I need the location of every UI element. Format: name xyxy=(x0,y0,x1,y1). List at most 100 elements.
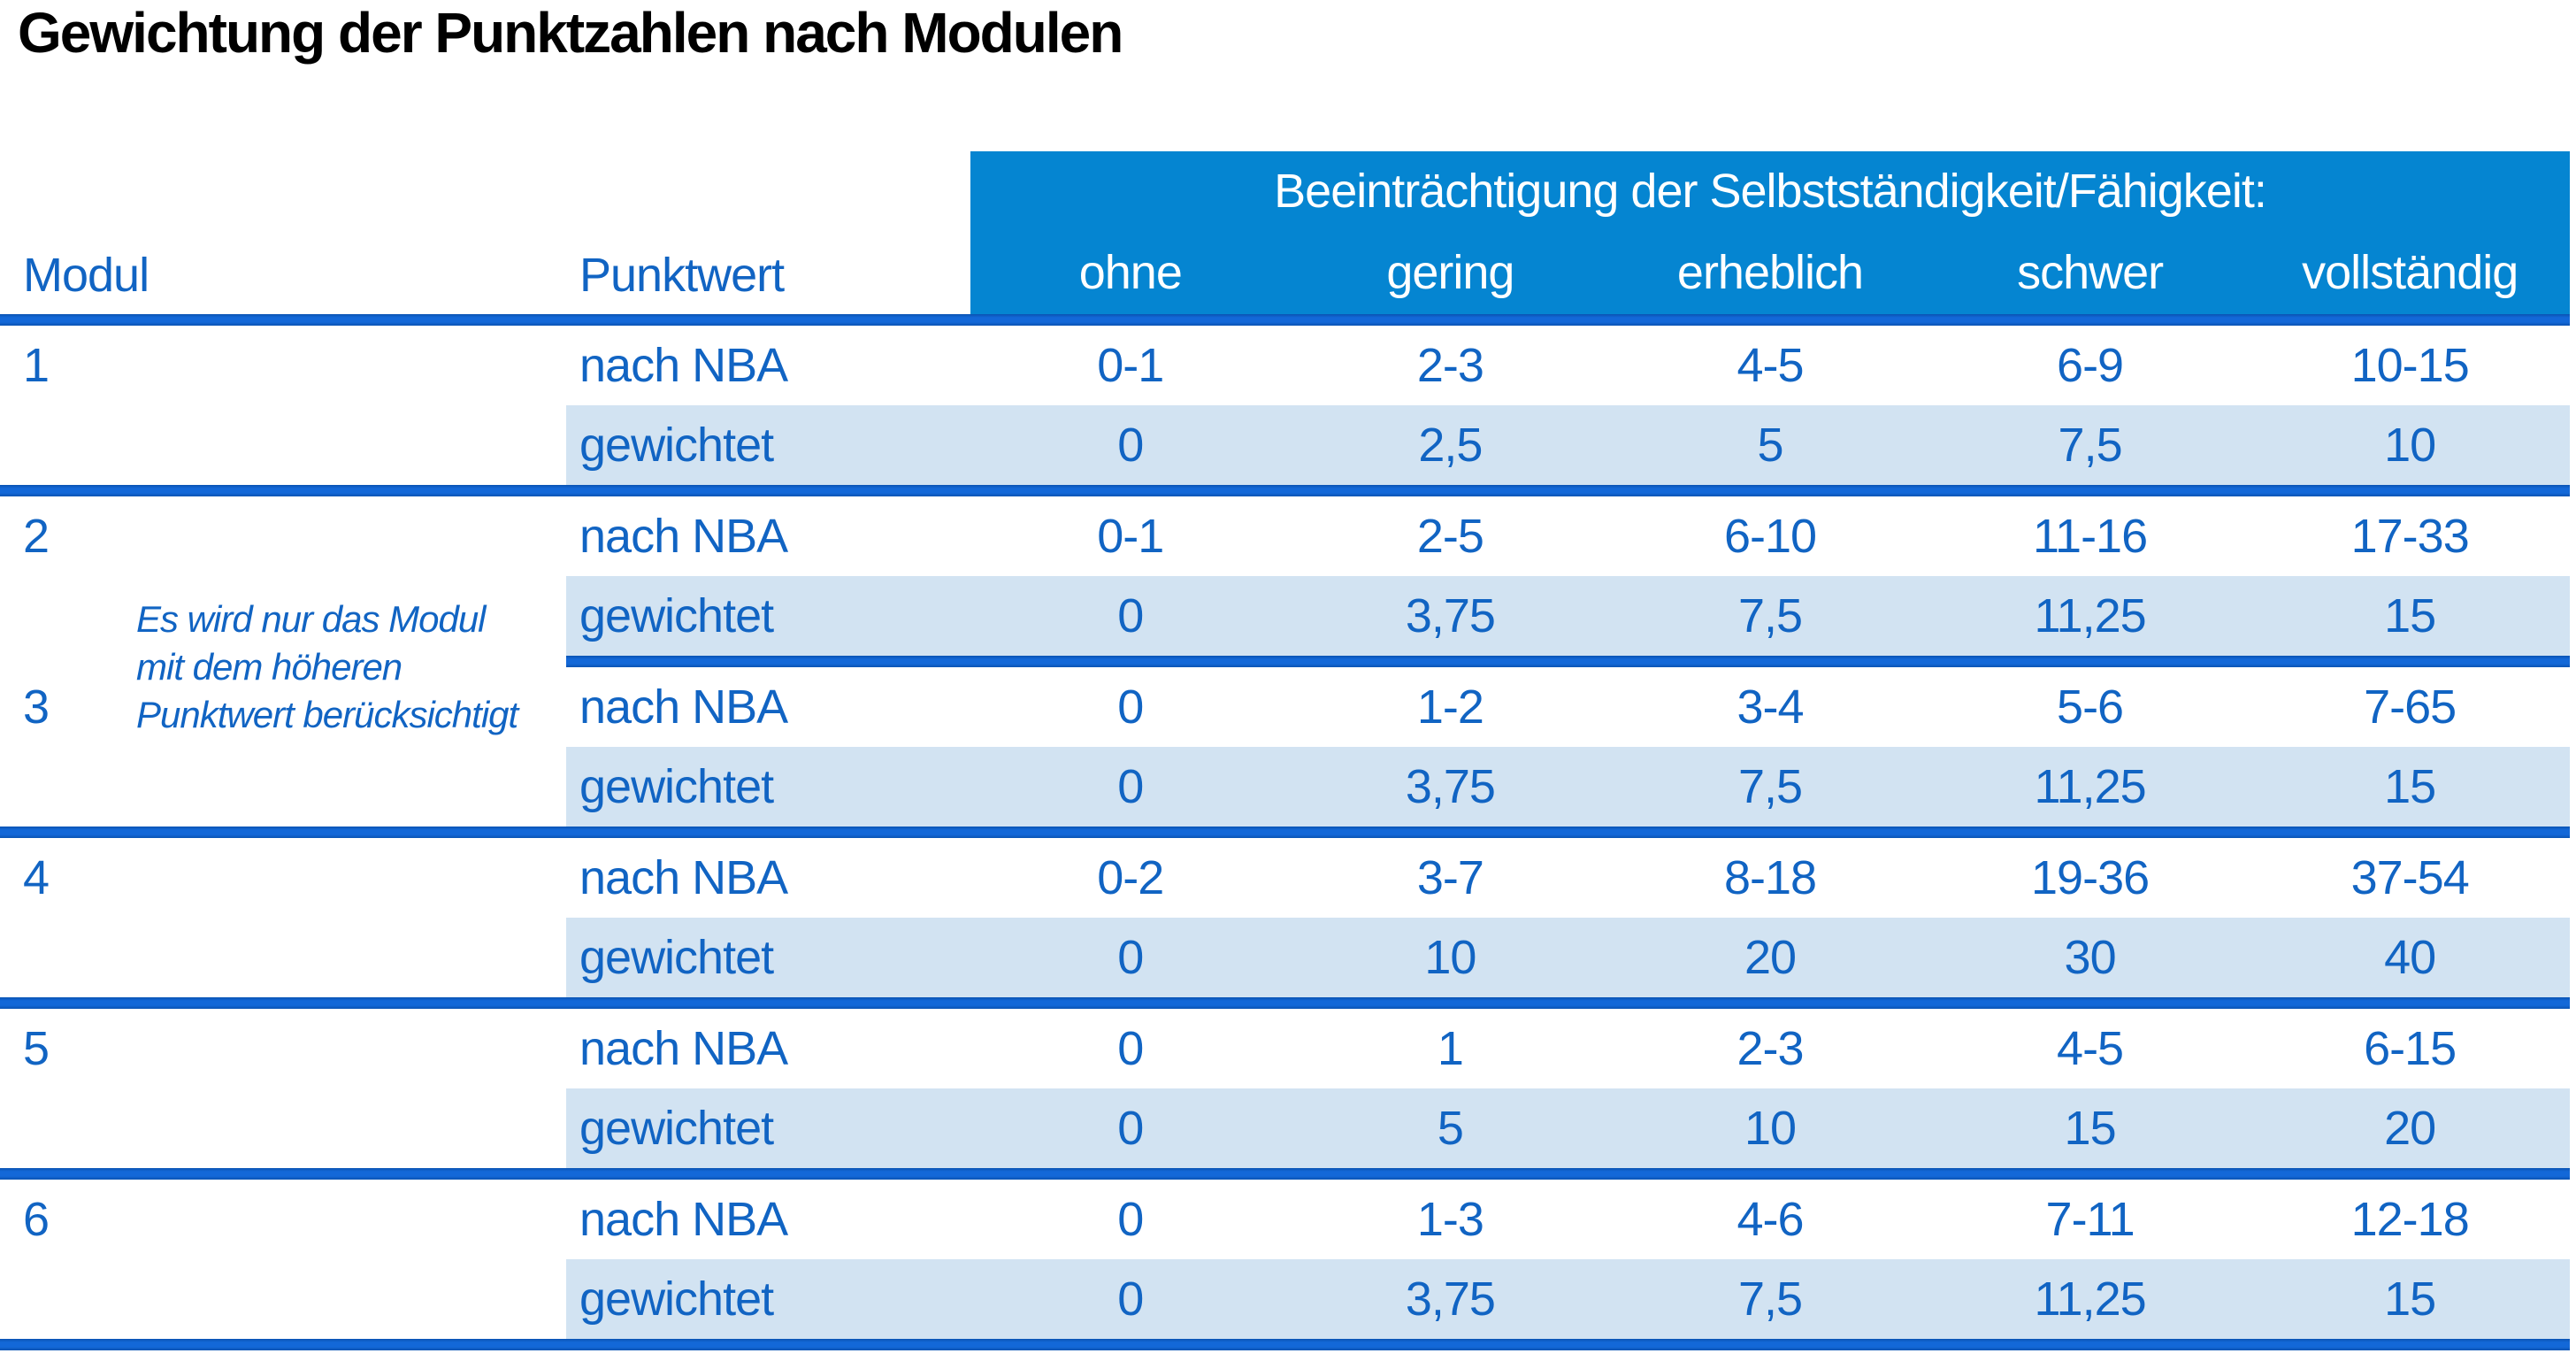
score-row: 6 nach NBA 0 1-3 4-6 7-11 12-18 xyxy=(0,1180,2570,1259)
score-cell-text: 11,25 xyxy=(2034,760,2147,813)
score-cell: 7,5 xyxy=(1610,747,1930,827)
score-cell-text: 4-5 xyxy=(2057,1022,2124,1075)
severity-column-header-gering: gering xyxy=(1386,246,1514,299)
row-label-text: gewichtet xyxy=(579,1102,774,1155)
score-cell: 17-33 xyxy=(2250,496,2570,576)
score-cell-text: 0 xyxy=(1117,760,1144,813)
score-cell-text: 7,5 xyxy=(1737,589,1803,642)
score-cell-text: 15 xyxy=(2064,1102,2117,1155)
score-cell: 15 xyxy=(2250,747,2570,827)
module-block: 4 nach NBA 0-2 3-7 8-18 19-36 37-54 gewichtet 0 1… xyxy=(0,838,2570,997)
score-cell-text: 5 xyxy=(1757,419,1783,472)
score-cell: 11,25 xyxy=(1929,747,2250,827)
score-cell: 12-18 xyxy=(2250,1180,2570,1259)
header-band: Beeinträchtigung der Selbstständigkeit/F… xyxy=(970,151,2570,314)
module-number-text: 6 xyxy=(23,1193,50,1246)
score-cell-text: 11,25 xyxy=(2034,589,2147,642)
score-cell-text: 40 xyxy=(2384,931,2436,984)
score-cell-text: 11,25 xyxy=(2034,1273,2147,1326)
score-row: gewichtet 0 10 20 30 40 xyxy=(0,918,2570,997)
score-cell-text: 5-6 xyxy=(2057,680,2124,734)
score-cell-text: 15 xyxy=(2384,1273,2436,1326)
score-cell: 0 xyxy=(970,918,1291,997)
score-row: gewichtet 0 3,75 7,5 11,25 15 xyxy=(0,747,2570,827)
score-cell: 15 xyxy=(1929,1088,2250,1168)
row-label: nach NBA xyxy=(566,1180,970,1259)
score-cell: 0 xyxy=(970,667,1291,747)
row-label-text: gewichtet xyxy=(579,760,774,813)
row-label: gewichtet xyxy=(566,1259,970,1339)
score-cell: 4-6 xyxy=(1610,1180,1930,1259)
score-cell: 11-16 xyxy=(1930,496,2250,576)
score-cell-text: 12-18 xyxy=(2350,1193,2470,1246)
score-row: 1 nach NBA 0-1 2-3 4-5 6-9 10-15 xyxy=(0,326,2570,405)
page-title: Gewichtung der Punktzahlen nach Modulen xyxy=(18,1,1123,65)
score-cell: 19-36 xyxy=(1930,838,2250,918)
module-number xyxy=(0,1088,566,1168)
score-cell: 0 xyxy=(970,576,1291,656)
score-cell: 4-5 xyxy=(1930,1009,2250,1088)
module-number: 1 xyxy=(0,326,566,405)
score-cell-text: 2,5 xyxy=(1418,419,1483,472)
score-cell: 3,75 xyxy=(1290,576,1611,656)
divider-full xyxy=(0,1339,2570,1350)
score-cell-text: 2-5 xyxy=(1416,510,1484,563)
module-number: 3 xyxy=(0,667,566,747)
score-cell-text: 3,75 xyxy=(1405,589,1496,642)
score-cell: 0 xyxy=(970,1180,1291,1259)
severity-column-header-schwer: schwer xyxy=(2017,246,2164,299)
score-cell-text: 0-2 xyxy=(1097,851,1164,904)
score-cell-text: 11-16 xyxy=(2033,510,2148,563)
score-cell-text: 7-11 xyxy=(2045,1193,2135,1246)
score-cell: 5 xyxy=(1610,405,1930,485)
score-cell-text: 1 xyxy=(1437,1022,1464,1075)
header-divider xyxy=(0,314,2570,326)
divider-full xyxy=(0,827,2570,838)
module-number-text: 5 xyxy=(23,1022,50,1075)
score-cell-text: 10 xyxy=(1744,1102,1797,1155)
score-cell: 10 xyxy=(1610,1088,1930,1168)
row-label-text: gewichtet xyxy=(579,419,774,472)
score-cell: 6-9 xyxy=(1930,326,2250,405)
score-cell-text: 15 xyxy=(2384,760,2436,813)
module-number-text: 2 xyxy=(23,510,50,563)
score-cell: 2-5 xyxy=(1291,496,1611,576)
score-row: gewichtet 0 2,5 5 7,5 10 xyxy=(0,405,2570,485)
score-cell: 7,5 xyxy=(1929,405,2250,485)
module-note: Es wird nur das Modul mit dem höheren Punk… xyxy=(136,596,518,739)
score-cell-text: 2-3 xyxy=(1736,1022,1804,1075)
module-block: 1 nach NBA 0-1 2-3 4-5 6-9 10-15 gewichtet 0 2,5 5… xyxy=(0,326,2570,485)
score-cell-text: 37-54 xyxy=(2350,851,2470,904)
score-cell: 15 xyxy=(2250,1259,2570,1339)
row-label-text: nach NBA xyxy=(579,510,788,563)
module-block: 5 nach NBA 0 1 2-3 4-5 6-15 gewichtet 0 5 10 15 20 xyxy=(0,1009,2570,1168)
score-cell-text: 1-2 xyxy=(1416,680,1484,734)
score-cell-text: 4-6 xyxy=(1736,1193,1804,1246)
score-cell: 0 xyxy=(970,1009,1291,1088)
score-cell-text: 0 xyxy=(1117,931,1144,984)
score-cell: 3,75 xyxy=(1290,747,1611,827)
score-row: 3 nach NBA 0 1-2 3-4 5-6 7-65 xyxy=(0,667,2570,747)
score-cell-text: 20 xyxy=(2384,1102,2436,1155)
score-cell-text: 2-3 xyxy=(1416,339,1484,392)
score-cell-text: 0 xyxy=(1117,1193,1144,1246)
score-cell: 1-2 xyxy=(1291,667,1611,747)
row-label: gewichtet xyxy=(566,747,970,827)
score-cell-text: 7,5 xyxy=(1737,1273,1803,1326)
score-row: gewichtet 0 3,75 7,5 11,25 15 xyxy=(0,576,2570,656)
row-label: nach NBA xyxy=(566,326,970,405)
score-cell-text: 17-33 xyxy=(2350,510,2470,563)
score-row: 2 nach NBA 0-1 2-5 6-10 11-16 17-33 xyxy=(0,496,2570,576)
divider-full xyxy=(0,997,2570,1009)
score-cell-text: 20 xyxy=(1744,931,1797,984)
score-cell-text: 6-10 xyxy=(1723,510,1817,563)
module-note-line: Punktwert berücksichtigt xyxy=(136,694,518,735)
score-cell: 6-15 xyxy=(2250,1009,2570,1088)
score-cell: 3,75 xyxy=(1290,1259,1611,1339)
module-note-line: Es wird nur das Modul xyxy=(136,598,487,640)
score-cell-text: 6-9 xyxy=(2057,339,2124,392)
score-cell-text: 0 xyxy=(1117,1102,1144,1155)
score-cell: 15 xyxy=(2250,576,2570,656)
row-label-text: nach NBA xyxy=(579,1193,788,1246)
score-cell-text: 10 xyxy=(1424,931,1476,984)
